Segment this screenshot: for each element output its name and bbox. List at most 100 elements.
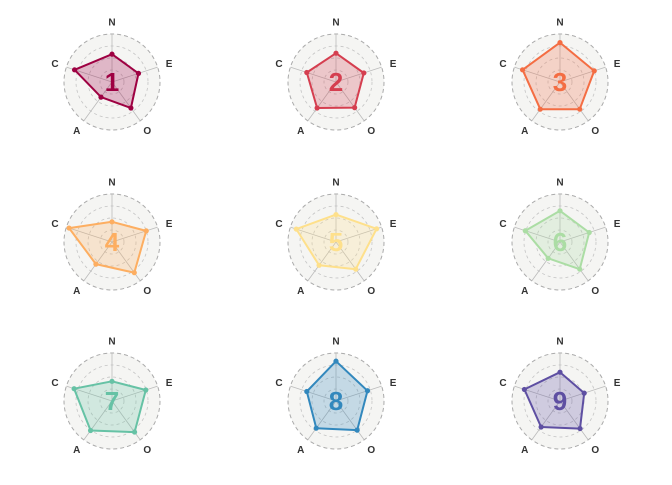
spoke-C [290, 66, 337, 83]
axis-label-N: N [332, 18, 339, 29]
data-point-N [109, 219, 115, 225]
data-point-A [314, 105, 320, 111]
axis-label-C: C [275, 219, 282, 230]
data-point-E [143, 387, 149, 393]
data-point-E [364, 388, 371, 394]
data-point-N [333, 50, 339, 56]
spoke-E [335, 66, 382, 83]
radar-panel-8: N E O A C 8 [275, 337, 396, 457]
spoke-C [66, 226, 113, 243]
grid-ring-2 [311, 217, 361, 267]
axis-label-A: A [521, 126, 528, 137]
series-area-3 [521, 41, 596, 111]
radar-panel-9: N E O A C 9 [499, 337, 620, 457]
panel-number-label: 2 [329, 67, 343, 97]
data-point-N [109, 51, 115, 57]
axis-label-O: O [143, 286, 151, 297]
spoke-E [559, 226, 606, 243]
series-area-2 [305, 52, 365, 109]
spoke-O [335, 400, 365, 441]
axis-label-A: A [73, 445, 80, 456]
axis-label-O: O [591, 126, 599, 137]
spoke-A [83, 81, 113, 122]
spoke-E [111, 66, 158, 83]
spoke-A [531, 81, 561, 122]
data-point-C [293, 226, 299, 232]
spoke-O [559, 81, 589, 122]
radar-panel-2: N E O A C 2 [275, 18, 396, 138]
series-area-8 [305, 360, 369, 432]
radar-panel-3: N E O A C 3 [499, 18, 620, 138]
spoke-A [531, 400, 561, 441]
spoke-E [111, 385, 158, 402]
data-point-A [313, 425, 319, 431]
axis-label-N: N [332, 337, 339, 348]
grid-ring-2 [311, 57, 361, 107]
panel-number-label: 9 [553, 386, 567, 416]
spoke-O [559, 400, 589, 441]
data-point-E [143, 228, 149, 234]
axis-label-N: N [108, 178, 115, 189]
axis-label-E: E [390, 59, 397, 70]
data-point-O [131, 270, 137, 276]
radar-panel-4: N E O A C 4 [51, 178, 172, 298]
axis-label-C: C [499, 378, 506, 389]
spoke-C [290, 385, 337, 402]
axis-label-O: O [367, 126, 375, 137]
data-point-O [577, 425, 583, 432]
axis-label-A: A [73, 286, 80, 297]
panel-number-label: 1 [105, 67, 119, 97]
data-point-E [374, 226, 380, 232]
spoke-E [335, 385, 382, 402]
axis-label-C: C [51, 219, 58, 230]
data-point-O [354, 427, 360, 433]
axis-label-O: O [367, 286, 375, 297]
axis-label-E: E [166, 219, 173, 230]
data-point-E [135, 70, 142, 76]
radar-panel-6: N E O A C 6 [499, 178, 620, 298]
panel-number-label: 4 [105, 227, 120, 257]
data-point-A [93, 261, 99, 267]
data-point-N [557, 369, 563, 375]
spoke-A [307, 400, 337, 441]
radar-panel-5: N E O A C 5 [275, 178, 396, 298]
axis-label-N: N [332, 178, 339, 189]
axis-label-C: C [499, 59, 506, 70]
spoke-O [111, 81, 141, 122]
series-area-6 [524, 209, 591, 271]
data-point-O [352, 105, 358, 111]
axis-label-E: E [166, 378, 173, 389]
data-point-C [71, 386, 77, 392]
grid-ring-2 [87, 376, 137, 426]
grid-ring-2 [311, 376, 361, 426]
data-point-E [581, 390, 587, 396]
axis-label-E: E [390, 378, 397, 389]
radar-panel-1: N E O A C 1 [51, 18, 172, 138]
data-point-A [87, 427, 94, 434]
spoke-A [83, 400, 113, 441]
data-point-O [577, 106, 583, 112]
panel-number-label: 6 [553, 227, 567, 257]
data-point-O [577, 266, 583, 272]
data-point-E [591, 68, 597, 74]
data-point-O [128, 105, 134, 111]
spoke-E [111, 226, 158, 243]
panel-number-label: 5 [329, 227, 343, 257]
axis-label-A: A [521, 445, 528, 456]
series-area-1 [73, 53, 140, 109]
axis-label-A: A [73, 126, 80, 137]
data-point-C [521, 386, 527, 393]
data-point-E [586, 229, 592, 236]
data-point-A [545, 255, 551, 261]
data-point-C [71, 67, 78, 73]
axis-label-C: C [51, 59, 58, 70]
spoke-E [559, 66, 606, 83]
axis-label-E: E [614, 59, 621, 70]
panel-number-label: 3 [553, 67, 567, 97]
panel-number-label: 7 [105, 386, 119, 416]
axis-label-E: E [166, 59, 173, 70]
data-point-C [519, 67, 526, 73]
spoke-C [514, 226, 561, 243]
